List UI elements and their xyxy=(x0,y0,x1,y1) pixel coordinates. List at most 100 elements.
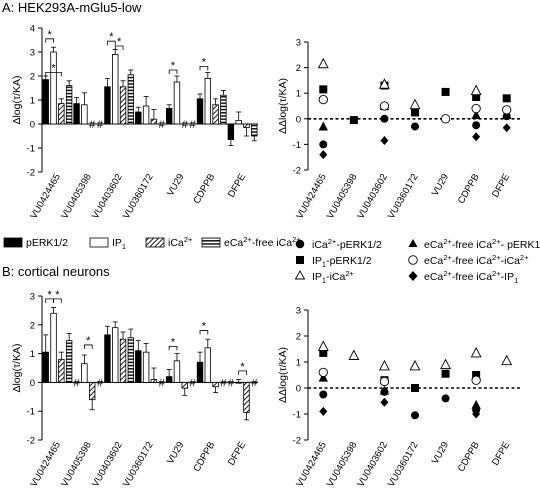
bar xyxy=(142,105,150,125)
legend-label-ip1: IP1 xyxy=(112,237,126,251)
significance-star: * xyxy=(109,31,114,43)
y-tick-label: -2 xyxy=(293,166,301,177)
significance-star: * xyxy=(202,56,207,68)
bar xyxy=(65,85,73,125)
point xyxy=(318,121,328,131)
y-tick-label: 4 xyxy=(30,24,35,35)
legend-swatch-eca xyxy=(201,237,221,248)
category-label: VU0360172 xyxy=(386,440,421,489)
y-tick-label: 0 xyxy=(30,120,35,131)
bar xyxy=(235,381,242,384)
category-label: DFPE xyxy=(226,440,248,467)
point xyxy=(380,136,389,146)
significance-star: * xyxy=(171,336,176,348)
y-tick-label: 2 xyxy=(296,63,301,74)
point xyxy=(319,85,328,94)
point xyxy=(411,108,419,117)
point xyxy=(472,93,481,102)
bar xyxy=(251,123,258,137)
y-tick-label: -1 xyxy=(27,407,35,418)
panel-a-right-plot: -2-10123ΔΔlog(τ/KA)VU0424465VU0405398VU0… xyxy=(277,38,522,221)
bar xyxy=(220,94,227,125)
significance-star: * xyxy=(51,62,56,74)
bar xyxy=(104,334,111,383)
point xyxy=(349,116,358,125)
point xyxy=(502,105,512,115)
point xyxy=(441,87,450,96)
category-label: VU0405398 xyxy=(325,440,360,489)
category-label: VU0360172 xyxy=(121,440,156,489)
not-determined-mark: # xyxy=(228,377,235,389)
point xyxy=(409,98,421,110)
y-tick-label: -1 xyxy=(27,144,35,155)
not-determined-mark: # xyxy=(251,377,258,389)
bar xyxy=(81,104,88,125)
point xyxy=(472,371,481,379)
significance-bracket xyxy=(114,45,124,50)
bar xyxy=(165,108,173,125)
bar xyxy=(42,79,49,125)
legend-label-ica: iCa2+ xyxy=(168,235,193,249)
category-label: VU0403602 xyxy=(90,172,125,221)
point xyxy=(502,94,511,103)
panel-a-plot: -2-101234Δlog(τ/KA)VU0424465VU0405398VU0… xyxy=(11,24,258,221)
panel-b-plot: -2 -1 0 1 2 3 Δlog(τ/KA) VU0424465VU0405398VU04… xyxy=(11,289,258,489)
category-label: VU0405398 xyxy=(59,172,94,221)
point xyxy=(380,114,389,123)
point xyxy=(471,103,481,114)
bar xyxy=(173,360,181,383)
legend-label-ip1-ica: IP1-iCa2+ xyxy=(312,269,355,285)
y-tick-label: 1 xyxy=(30,96,35,107)
y-axis-label: Δlog(τ/KA) xyxy=(11,75,23,124)
legend-swatch-perk xyxy=(3,237,23,248)
y-tick-label: 0 xyxy=(296,114,301,125)
bar xyxy=(142,351,150,383)
bar xyxy=(50,312,57,383)
y-axis-label: Δlog(τ/KA) xyxy=(11,343,23,392)
point xyxy=(440,358,452,370)
category-label: DFPE xyxy=(490,172,512,199)
category-label: DFPE xyxy=(226,172,248,199)
category-label: VU0424465 xyxy=(294,440,329,489)
category-label: CDPPB xyxy=(456,440,482,474)
legend-marker-ica-perk xyxy=(295,239,305,249)
not-determined-mark: # xyxy=(159,377,166,389)
point xyxy=(317,340,329,351)
bar xyxy=(181,381,188,389)
legend-swatch-ica xyxy=(145,237,165,248)
significance-bracket xyxy=(83,344,93,349)
y-axis-label: ΔΔlog(τ/KA) xyxy=(277,347,289,403)
point xyxy=(411,122,419,131)
panel-b-right-plot: -2-10123ΔΔlog(τ/KA)VU0424465VU0405398VU0… xyxy=(277,306,522,489)
bar xyxy=(127,74,135,125)
bar xyxy=(235,120,242,125)
point xyxy=(319,348,328,357)
y-tick-label: -2 xyxy=(27,436,35,447)
not-determined-mark: # xyxy=(220,377,227,389)
not-determined-mark: # xyxy=(182,119,189,131)
bar xyxy=(112,54,119,125)
not-determined-mark: # xyxy=(189,377,196,389)
category-label: VU0403602 xyxy=(90,440,125,489)
bar xyxy=(196,98,204,125)
category-label: VU29 xyxy=(165,172,186,198)
bar xyxy=(212,104,219,125)
bar xyxy=(119,86,127,125)
bar xyxy=(204,347,212,383)
category-label: CDPPB xyxy=(456,172,482,206)
point xyxy=(319,150,328,160)
legend-marker-eca-ip1 xyxy=(408,271,418,281)
category-label: VU0360172 xyxy=(386,172,421,221)
category-label: VU0424465 xyxy=(28,440,63,489)
not-determined-mark: # xyxy=(97,119,104,131)
bar xyxy=(196,361,204,383)
category-label: VU29 xyxy=(430,172,451,198)
category-label: VU0405398 xyxy=(59,440,94,489)
not-determined-mark: # xyxy=(159,119,166,131)
significance-star: * xyxy=(86,335,91,347)
legend-label-eca-ip1: eCa2+-free iCa2+-IP1 xyxy=(424,269,518,285)
significance-bracket xyxy=(45,38,54,43)
point xyxy=(318,372,328,382)
point xyxy=(502,123,511,133)
